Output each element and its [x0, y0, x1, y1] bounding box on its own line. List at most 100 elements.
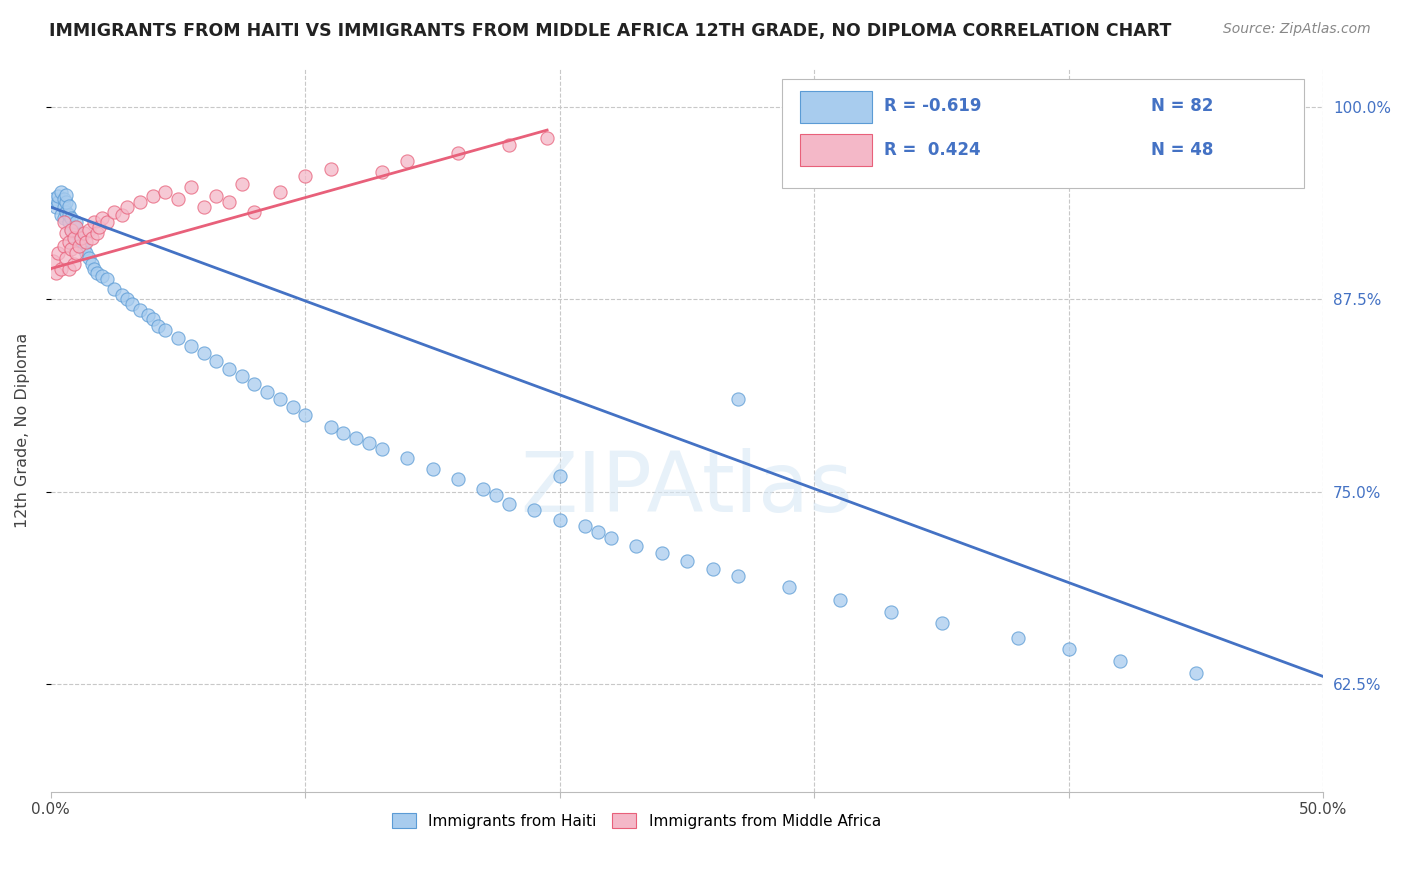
Point — [142, 189, 165, 203]
Point — [269, 185, 291, 199]
Point — [48, 189, 70, 203]
Text: R = -0.619: R = -0.619 — [884, 97, 981, 115]
Point — [96, 272, 118, 286]
Point — [727, 392, 749, 407]
Point — [45, 266, 67, 280]
Y-axis label: 12th Grade, No Diploma: 12th Grade, No Diploma — [15, 333, 30, 528]
FancyBboxPatch shape — [800, 91, 872, 123]
Point — [1108, 654, 1130, 668]
Text: Source: ZipAtlas.com: Source: ZipAtlas.com — [1223, 22, 1371, 37]
Point — [60, 223, 83, 237]
Point — [146, 318, 169, 333]
Point — [55, 187, 77, 202]
Point — [1057, 641, 1080, 656]
Point — [180, 180, 202, 194]
Point — [155, 185, 177, 199]
Point — [52, 215, 75, 229]
Point — [931, 615, 953, 630]
Point — [52, 192, 75, 206]
Point — [90, 211, 112, 225]
Point — [231, 177, 253, 191]
Text: N = 82: N = 82 — [1152, 97, 1213, 115]
Point — [52, 200, 75, 214]
Point — [111, 208, 134, 222]
Point — [472, 482, 495, 496]
Point — [48, 246, 70, 260]
Point — [523, 503, 546, 517]
Point — [58, 261, 80, 276]
Point — [676, 554, 699, 568]
Point — [62, 257, 84, 271]
Point — [115, 200, 138, 214]
Point — [58, 198, 80, 212]
Point — [60, 242, 83, 256]
Point — [75, 235, 97, 250]
Point — [243, 377, 266, 392]
Point — [485, 488, 508, 502]
Legend: Immigrants from Haiti, Immigrants from Middle Africa: Immigrants from Haiti, Immigrants from M… — [385, 807, 887, 835]
Point — [396, 450, 419, 465]
Point — [167, 192, 190, 206]
FancyBboxPatch shape — [800, 135, 872, 166]
Point — [49, 261, 72, 276]
Text: IMMIGRANTS FROM HAITI VS IMMIGRANTS FROM MIDDLE AFRICA 12TH GRADE, NO DIPLOMA CO: IMMIGRANTS FROM HAITI VS IMMIGRANTS FROM… — [49, 22, 1171, 40]
Point — [65, 246, 87, 260]
Point — [1007, 631, 1029, 645]
Point — [447, 473, 470, 487]
Point — [422, 461, 444, 475]
Point — [70, 238, 93, 252]
Point — [73, 226, 96, 240]
Point — [727, 569, 749, 583]
Point — [103, 282, 125, 296]
Point — [42, 254, 65, 268]
Point — [218, 361, 240, 376]
Point — [548, 512, 571, 526]
Point — [62, 231, 84, 245]
Point — [828, 592, 851, 607]
Point — [103, 204, 125, 219]
Point — [111, 287, 134, 301]
Point — [58, 215, 80, 229]
Point — [62, 231, 84, 245]
Point — [52, 238, 75, 252]
Point — [574, 518, 596, 533]
Text: ZIPAtlas: ZIPAtlas — [520, 448, 853, 529]
Point — [62, 220, 84, 235]
Point — [193, 346, 215, 360]
Point — [73, 242, 96, 256]
Point — [370, 164, 392, 178]
Point — [332, 426, 354, 441]
Point — [180, 338, 202, 352]
Point — [52, 211, 75, 225]
Point — [205, 189, 228, 203]
Point — [231, 369, 253, 384]
Text: N = 48: N = 48 — [1152, 141, 1213, 159]
Point — [651, 546, 673, 560]
Point — [67, 238, 90, 252]
Point — [86, 266, 108, 280]
Point — [136, 308, 159, 322]
Point — [86, 226, 108, 240]
Point — [281, 400, 304, 414]
Point — [42, 192, 65, 206]
Point — [80, 231, 103, 245]
Point — [498, 497, 520, 511]
Point — [55, 251, 77, 265]
Point — [193, 200, 215, 214]
Text: R =  0.424: R = 0.424 — [884, 141, 981, 159]
Point — [58, 235, 80, 250]
Point — [702, 562, 724, 576]
Point — [396, 153, 419, 168]
Point — [243, 204, 266, 219]
Point — [45, 200, 67, 214]
Point — [586, 524, 609, 539]
Point — [65, 226, 87, 240]
Point — [167, 331, 190, 345]
Point — [879, 605, 901, 619]
Point — [294, 408, 316, 422]
Point — [60, 211, 83, 225]
Point — [90, 269, 112, 284]
Point — [344, 431, 367, 445]
Point — [155, 323, 177, 337]
Point — [55, 204, 77, 219]
